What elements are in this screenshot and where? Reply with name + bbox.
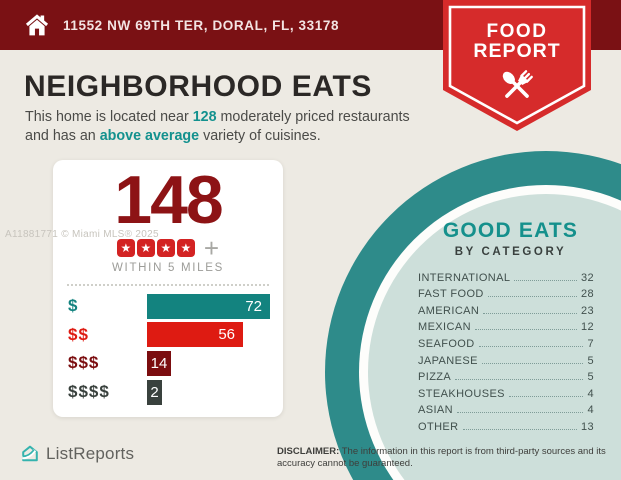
- badge-line2: REPORT: [473, 40, 560, 62]
- dotted-leader: [487, 296, 577, 298]
- subtitle-segment: 128: [192, 109, 217, 125]
- category-count: 4: [587, 387, 594, 400]
- category-label: MEXICAN: [418, 321, 471, 334]
- dotted-leader: [514, 279, 577, 281]
- category-count: 4: [587, 404, 594, 417]
- dotted-leader: [481, 362, 584, 364]
- listreports-wordmark: ListReports: [46, 444, 135, 463]
- category-label: JAPANESE: [418, 354, 478, 367]
- disclaimer-label: DISCLAIMER:: [277, 446, 340, 457]
- category-label: STEAKHOUSES: [418, 387, 505, 400]
- property-address: 11552 NW 69TH TER, DORAL, FL, 33178: [63, 17, 340, 33]
- price-bar-row: $$$ 14: [53, 349, 283, 378]
- category-row: ASIAN 4: [418, 400, 594, 417]
- price-bar-chart: $72 $$ 56 $$$ 14 $$$$ 2: [53, 292, 283, 406]
- plus-icon: +: [203, 232, 220, 263]
- category-count: 23: [580, 304, 594, 317]
- category-list: INTERNATIONAL 32 FAST FOOD 28 AMERICAN 23 MEXI…: [418, 267, 594, 433]
- category-count: 13: [580, 420, 594, 433]
- price-bar-row: $$ 56: [53, 321, 283, 350]
- dotted-leader: [457, 412, 584, 414]
- category-label: AMERICAN: [418, 304, 480, 317]
- restaurant-count: 148: [114, 162, 223, 238]
- page-title: NEIGHBORHOOD EATS: [24, 70, 372, 103]
- category-count: 5: [587, 371, 594, 384]
- price-bar-row: $$$$ 2: [53, 378, 283, 407]
- star-rating: ★ ★ ★ ★ +: [53, 232, 283, 263]
- crossed-utensils-icon: [502, 70, 533, 98]
- category-row: FAST FOOD 28: [418, 284, 594, 301]
- category-count: 28: [580, 288, 594, 301]
- star-icon: ★: [156, 238, 175, 257]
- price-level-label: $$: [68, 324, 89, 344]
- star-icon: ★: [136, 238, 155, 257]
- good-eats-subtitle: BY CATEGORY: [454, 246, 567, 258]
- dotted-leader: [478, 345, 584, 347]
- summary-text: This home is located near 128 moderately…: [25, 108, 435, 146]
- badge-shield-shape: [443, 0, 591, 131]
- category-count: 32: [580, 271, 594, 284]
- category-row: OTHER 13: [418, 416, 594, 433]
- category-row: MEXICAN 12: [418, 317, 594, 334]
- restaurant-stats-card: 148 ★ ★ ★ ★ + WITHIN 5 MILES $72 $$ 56 $$$ 14 $$$…: [53, 160, 283, 417]
- subtitle-segment: variety of cuisines.: [199, 127, 321, 144]
- good-eats-title: GOOD EATS: [442, 219, 579, 242]
- disclaimer-body: The information in this report is from t…: [277, 446, 606, 470]
- category-label: INTERNATIONAL: [418, 271, 511, 284]
- subtitle-segment: above average: [99, 127, 200, 144]
- subtitle-segment: moderately priced restaurants and has an: [25, 109, 410, 144]
- price-level-label: $$$: [68, 353, 100, 373]
- category-label: PIZZA: [418, 371, 452, 384]
- category-count: 7: [587, 337, 594, 350]
- category-row: INTERNATIONAL 32: [418, 267, 594, 284]
- price-level-label: $$$$: [68, 382, 110, 402]
- subtitle-segment: This home is located near: [25, 109, 193, 125]
- dotted-leader: [474, 329, 577, 331]
- badge-line1: FOOD: [487, 21, 548, 42]
- dotted-leader: [508, 395, 584, 397]
- category-count: 12: [580, 321, 594, 334]
- listreports-house-icon: [20, 444, 40, 464]
- category-label: ASIAN: [418, 404, 454, 417]
- dotted-leader: [455, 379, 584, 381]
- good-eats-header: GOOD EATS BY CATEGORY: [418, 219, 603, 258]
- home-icon: [24, 12, 50, 38]
- category-label: OTHER: [418, 420, 459, 433]
- category-label: SEAFOOD: [418, 337, 475, 350]
- within-miles-label: WITHIN 5 MILES: [112, 262, 224, 274]
- price-bar: 2: [147, 379, 162, 405]
- category-row: STEAKHOUSES 4: [418, 383, 594, 400]
- star-icon: ★: [176, 238, 195, 257]
- category-count: 5: [587, 354, 594, 367]
- listreports-logo: ListReports: [20, 444, 134, 464]
- dotted-leader: [462, 428, 577, 430]
- disclaimer-text: DISCLAIMER: The information in this repo…: [277, 446, 614, 471]
- category-row: AMERICAN 23: [418, 300, 594, 317]
- food-report-badge: FOOD REPORT: [443, 0, 591, 136]
- mls-watermark: A11881771 © Miami MLS® 2025: [5, 229, 159, 240]
- category-row: PIZZA 5: [418, 367, 594, 384]
- price-bar: 72: [147, 293, 270, 319]
- category-row: JAPANESE 5: [418, 350, 594, 367]
- price-bar-row: $72: [53, 292, 283, 321]
- price-bar: 14: [147, 350, 171, 376]
- dotted-divider: [67, 284, 269, 286]
- price-level-label: $: [68, 296, 79, 316]
- category-row: SEAFOOD 7: [418, 333, 594, 350]
- price-bar: 56: [147, 322, 243, 348]
- dotted-leader: [483, 312, 577, 314]
- category-label: FAST FOOD: [418, 288, 484, 301]
- star-icon: ★: [116, 238, 135, 257]
